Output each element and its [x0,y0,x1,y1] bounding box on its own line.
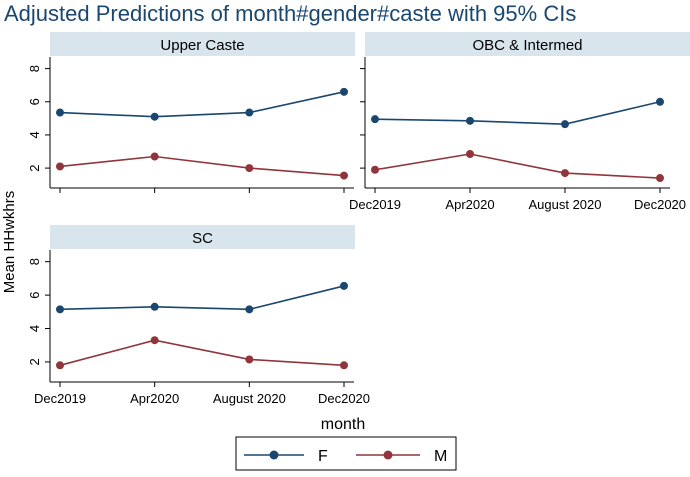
x-tick-label-obc-intermed: Dec2020 [634,197,686,212]
data-point-f-upper-caste [340,87,348,96]
series-line-m-obc-intermed [374,153,661,179]
data-point-f-upper-caste [150,112,159,121]
panel-title-sc: SC [192,230,213,247]
data-point-m-sc [245,355,254,364]
legend-label-m: M [434,448,447,465]
y-tick-label-upper-caste: 4 [27,131,42,138]
y-tick-label-sc: 4 [27,325,42,332]
y-tick-label-upper-caste: 2 [27,164,42,171]
y-tick-label-sc: 2 [27,358,42,365]
data-point-m-upper-caste [150,152,159,161]
x-tick-label-obc-intermed: Apr2020 [445,197,494,212]
data-point-f-sc [340,281,348,290]
x-tick-label-sc: Apr2020 [130,391,179,406]
x-axis-title: month [321,416,365,433]
data-point-f-obc-intermed [561,120,569,129]
data-point-f-upper-caste [245,108,254,117]
legend-marker-m [383,450,393,460]
panel-strip-obc-intermed [365,32,690,56]
panel-strip-upper-caste [50,32,355,56]
data-point-m-upper-caste [245,164,254,173]
data-point-m-obc-intermed [656,174,664,183]
x-tick-label-obc-intermed: Dec2019 [349,197,401,212]
series-line-m-upper-caste [59,155,345,177]
data-point-m-upper-caste [340,171,348,180]
legend-label-f: F [318,448,328,465]
data-point-f-upper-caste [56,108,64,117]
data-point-f-sc [150,302,159,311]
y-tick-label-upper-caste: 8 [27,65,42,72]
legend-box [235,436,457,471]
legend-marker-f [269,450,279,460]
y-tick-label-sc: 6 [27,291,42,298]
data-point-f-sc [56,305,64,314]
series-line-f-upper-caste [59,91,345,118]
data-point-f-obc-intermed [656,97,664,106]
data-point-m-sc [56,361,64,370]
panel-title-obc-intermed: OBC & Intermed [472,37,582,54]
data-point-m-obc-intermed [371,165,379,174]
y-tick-label-sc: 8 [27,258,42,265]
data-point-f-sc [245,305,254,314]
panels-group: Upper Caste 2 4 6 8 OBC & Intermed Dec2019 Apr2… [27,32,690,406]
data-point-m-upper-caste [56,162,64,171]
series-line-m-sc [59,339,345,367]
data-point-f-obc-intermed [466,116,474,125]
data-point-m-obc-intermed [466,150,474,159]
x-tick-label-sc: Dec2019 [34,391,86,406]
x-tick-label-obc-intermed: August 2020 [528,197,601,212]
panel-title-upper-caste: Upper Caste [160,37,244,54]
series-line-f-obc-intermed [374,100,661,125]
chart-title: Adjusted Predictions of month#gender#cas… [4,1,576,26]
x-tick-label-sc: Dec2020 [318,391,370,406]
x-tick-label-sc: August 2020 [213,391,286,406]
data-point-f-obc-intermed [371,115,379,124]
panel-strip-sc [50,225,355,249]
y-axis-title: Mean HHwkhrs [1,191,18,294]
series-line-f-sc [59,285,345,311]
y-tick-label-upper-caste: 6 [27,98,42,105]
data-point-m-sc [340,361,348,370]
data-point-m-obc-intermed [561,169,569,178]
data-point-m-sc [150,336,159,345]
